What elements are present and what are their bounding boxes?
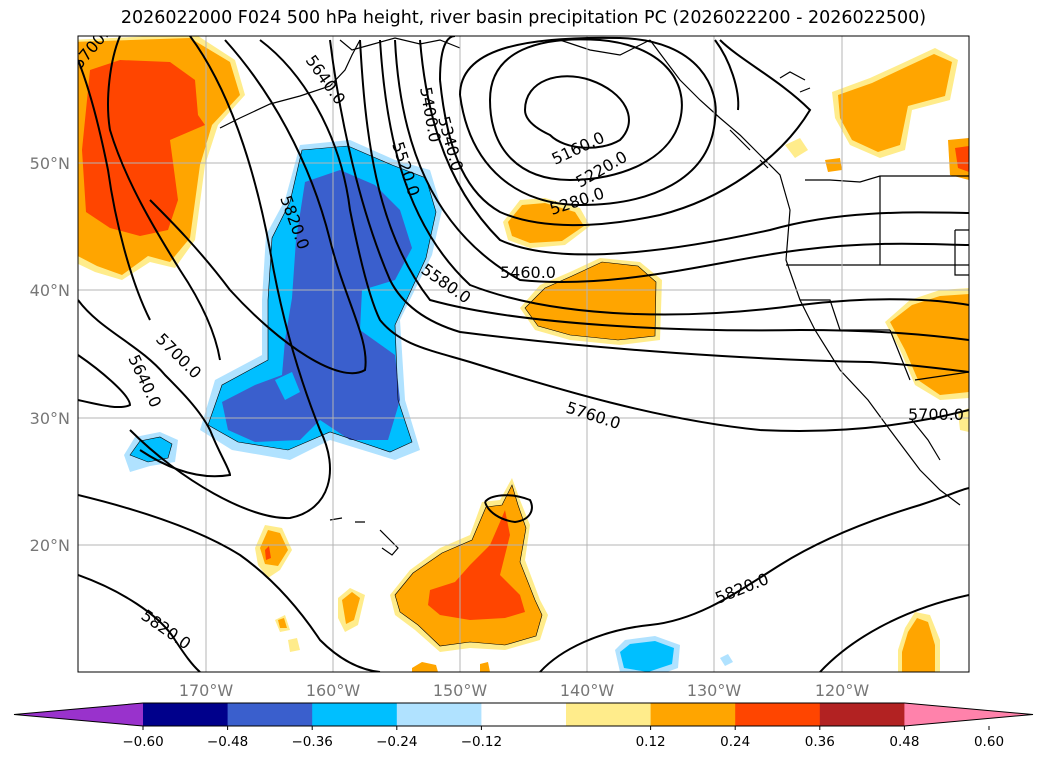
latitude-labels: 50°N 40°N 30°N 20°N bbox=[30, 154, 70, 555]
colorbar: −0.60 −0.48 −0.36 −0.24 −0.12 0.12 0.24 0.36 0.4… bbox=[13, 702, 1034, 750]
lat-label: 20°N bbox=[30, 536, 70, 555]
colorbar-tick-label: −0.24 bbox=[376, 734, 417, 750]
contour-label: 5700.0 bbox=[908, 405, 964, 424]
graticule bbox=[78, 36, 969, 672]
colorbar-tick-label: 0.60 bbox=[974, 734, 1004, 750]
longitude-labels: 170°W 160°W 150°W 140°W 130°W 120°W bbox=[179, 681, 870, 700]
precip-outlines bbox=[129, 145, 657, 647]
lon-label: 140°W bbox=[560, 681, 615, 700]
colorbar-tick-label: −0.48 bbox=[207, 734, 248, 750]
precip-shading bbox=[78, 36, 969, 672]
map-frame bbox=[77, 35, 970, 673]
colorbar-segment bbox=[143, 703, 229, 726]
lat-label: 50°N bbox=[30, 154, 70, 173]
colorbar-segment bbox=[819, 703, 905, 726]
colorbar-tick-label: 0.36 bbox=[805, 734, 835, 750]
colorbar-tick-label: −0.60 bbox=[122, 734, 163, 750]
height-contours bbox=[78, 36, 969, 672]
colorbar-tick-label: 0.24 bbox=[720, 734, 750, 750]
lon-label: 150°W bbox=[433, 681, 488, 700]
colorbar-tick-label: −0.36 bbox=[292, 734, 333, 750]
coastlines bbox=[219, 37, 969, 556]
lat-label: 30°N bbox=[30, 409, 70, 428]
colorbar-extend-max bbox=[904, 703, 1033, 726]
colorbar-tick-label: 0.48 bbox=[889, 734, 919, 750]
colorbar-segment bbox=[227, 703, 313, 726]
lat-label: 40°N bbox=[30, 281, 70, 300]
lon-label: 130°W bbox=[687, 681, 742, 700]
colorbar-segment bbox=[312, 703, 398, 726]
colorbar-segment bbox=[396, 703, 482, 726]
colorbar-extend-min bbox=[14, 703, 143, 726]
lon-label: 160°W bbox=[306, 681, 361, 700]
lon-label: 170°W bbox=[179, 681, 234, 700]
lon-label: 120°W bbox=[815, 681, 870, 700]
colorbar-segment bbox=[650, 703, 736, 726]
colorbar-tick-label: 0.12 bbox=[636, 734, 666, 750]
colorbar-tick-label: −0.12 bbox=[461, 734, 502, 750]
colorbar-segment bbox=[481, 703, 567, 726]
colorbar-segment bbox=[566, 703, 652, 726]
contour-label: 5460.0 bbox=[500, 263, 556, 282]
colorbar-segment bbox=[735, 703, 821, 726]
map-title: 2026022000 F024 500 hPa height, river ba… bbox=[120, 8, 927, 28]
